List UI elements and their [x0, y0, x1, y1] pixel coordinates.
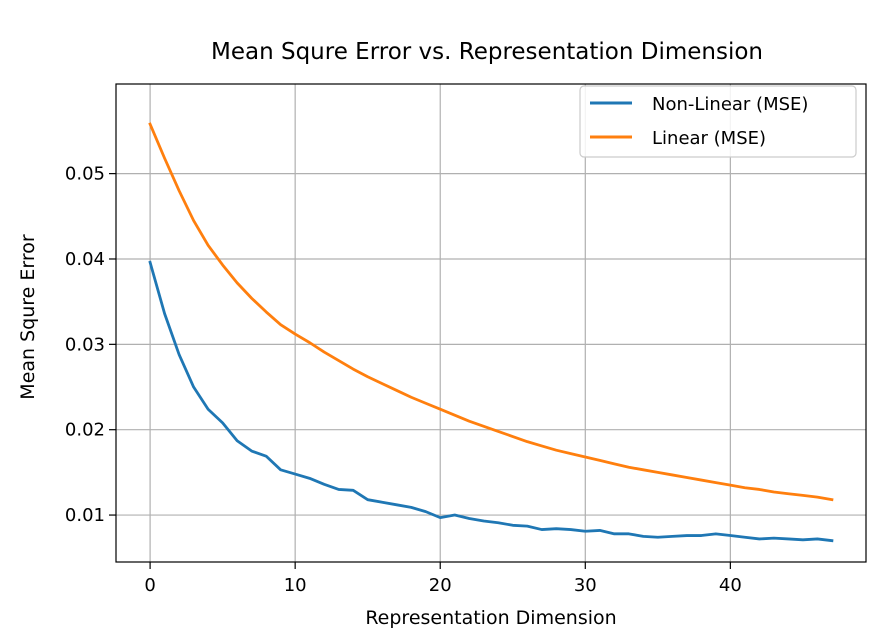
chart-title: Mean Squre Error vs. Representation Dime… [211, 39, 763, 65]
legend-label-non-linear: Non-Linear (MSE) [652, 94, 808, 115]
legend-box [579, 85, 857, 158]
x-tick-label: 0 [144, 575, 155, 596]
series-lines [148, 122, 834, 543]
x-tick-label: 10 [284, 575, 307, 596]
plot-frame [115, 83, 867, 563]
y-axis-label: Mean Squre Error [17, 234, 39, 400]
axis-ticks: 0 10 20 30 40 0.01 0.02 0.03 0.04 0.05 [65, 164, 742, 596]
grid [116, 84, 866, 562]
y-tick-label: 0.02 [65, 420, 105, 441]
y-tick-label: 0.01 [65, 505, 105, 526]
series-line-non-linear [148, 260, 834, 543]
x-tick-label: 20 [429, 575, 452, 596]
y-tick-label: 0.04 [65, 249, 105, 270]
x-tick-label: 40 [719, 575, 742, 596]
x-axis-label: Representation Dimension [365, 607, 616, 629]
y-tick-label: 0.05 [65, 164, 105, 185]
legend: Non-Linear (MSE) Linear (MSE) [579, 85, 857, 158]
series-line-linear [148, 122, 834, 502]
x-tick-label: 30 [574, 575, 597, 596]
y-tick-label: 0.03 [65, 334, 105, 355]
legend-label-linear: Linear (MSE) [652, 128, 766, 149]
